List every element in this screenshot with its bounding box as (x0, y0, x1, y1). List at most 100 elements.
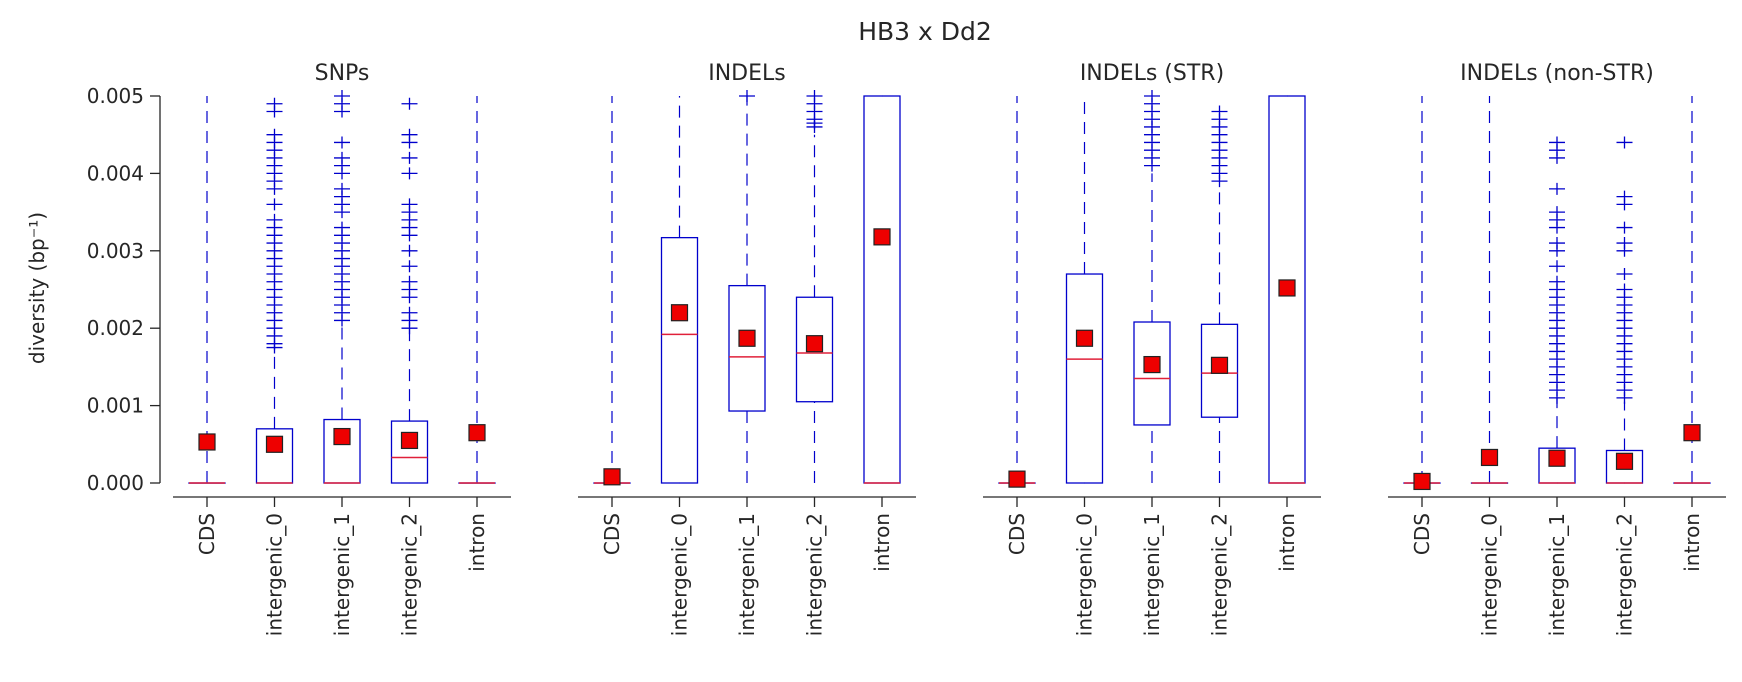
x-tick-label: intron (1680, 513, 1704, 572)
box-rect (795, 296, 834, 403)
mean-marker (400, 431, 419, 450)
mean-marker (1075, 329, 1094, 347)
mean-marker (1548, 449, 1566, 467)
outlier-marker (1616, 136, 1633, 149)
x-tick-label: intergenic_2 (803, 513, 827, 636)
outlier-marker (334, 151, 350, 164)
mean-marker (265, 435, 284, 453)
panel-1: SNPs CDS intergenic_0 intergenic_1 intergeni… (173, 61, 511, 636)
outlier-marker (1549, 182, 1565, 195)
box-intergenic_0: intergenic_0 (1065, 96, 1104, 636)
outlier-marker (334, 90, 350, 102)
box-rect (1133, 321, 1171, 426)
box-rect (660, 236, 699, 484)
mean-marker (333, 427, 351, 446)
panel-title: INDELs (708, 61, 786, 86)
mean-marker (1210, 356, 1229, 374)
x-tick-label: CDS (195, 513, 219, 555)
mean-marker (198, 433, 216, 451)
mean-marker (738, 329, 756, 347)
box-intergenic_2: intergenic_2 (390, 97, 429, 636)
outlier-marker (401, 306, 418, 319)
box-CDS: CDS (188, 96, 226, 555)
panel-title: INDELs (STR) (1080, 61, 1224, 86)
x-tick-label: intergenic_2 (1613, 513, 1637, 636)
x-tick-label: intergenic_1 (735, 513, 759, 636)
box-rect (728, 284, 766, 412)
outlier-marker (401, 151, 418, 164)
x-tick-label: intergenic_0 (1478, 513, 1502, 636)
outlier-marker (1616, 268, 1633, 281)
outlier-marker (334, 182, 350, 195)
box-rect (1065, 273, 1104, 484)
mean-marker (1683, 424, 1701, 442)
y-axis: 0.000 0.001 0.002 0.003 0.004 0.005 (87, 84, 161, 495)
mean-marker (1143, 355, 1161, 374)
outlier-marker (401, 128, 418, 141)
outlier-marker (1144, 90, 1160, 102)
outlier-marker (401, 97, 418, 110)
mean-marker (1480, 448, 1499, 467)
outlier-marker (266, 97, 283, 110)
mean-marker (603, 468, 621, 486)
outlier-marker (334, 221, 350, 234)
box-CDS: CDS (593, 96, 631, 555)
box-rect (1200, 323, 1239, 418)
panel-title: INDELs (non-STR) (1460, 61, 1654, 86)
box-rect (390, 420, 429, 484)
mean-marker (873, 228, 891, 246)
x-tick-label: intron (1275, 513, 1299, 572)
panels: SNPs CDS intergenic_0 intergenic_1 intergeni… (173, 61, 1726, 636)
outlier-marker (334, 136, 350, 149)
box-intergenic_0: intergenic_0 (660, 96, 699, 636)
y-tick-label: 0.000 (87, 471, 144, 495)
box-intron: intron (1268, 95, 1306, 572)
x-tick-label: intergenic_0 (1073, 513, 1097, 636)
mean-marker (1413, 472, 1431, 491)
chart-title: HB3 x Dd2 (858, 17, 992, 46)
x-tick-label: intron (465, 513, 489, 572)
outlier-marker (266, 198, 283, 211)
outlier-marker (806, 90, 823, 102)
x-tick-label: intergenic_0 (263, 513, 287, 636)
x-tick-label: intergenic_2 (1208, 513, 1232, 636)
mean-marker (1008, 470, 1026, 488)
box-intron: intron (458, 96, 496, 572)
x-tick-label: intergenic_1 (1140, 513, 1164, 636)
box-intergenic_2: intergenic_2 (1200, 105, 1239, 636)
outlier-marker (1616, 283, 1633, 296)
outlier-marker (1211, 105, 1228, 118)
outlier-marker (401, 244, 418, 257)
x-tick-label: intergenic_0 (668, 513, 692, 636)
outlier-marker (1616, 237, 1633, 250)
outlier-marker (739, 90, 755, 102)
x-tick-label: intergenic_1 (1545, 513, 1569, 636)
outlier-marker (401, 167, 418, 180)
y-tick-label: 0.005 (87, 84, 144, 108)
outlier-marker (401, 275, 418, 288)
outlier-marker (266, 128, 283, 141)
outlier-marker (401, 260, 418, 273)
outlier-marker (1616, 190, 1633, 203)
outlier-marker (1549, 260, 1565, 273)
box-intergenic_1: intergenic_1 (323, 90, 361, 636)
y-tick-label: 0.002 (87, 316, 144, 340)
box-rect (863, 95, 901, 484)
mean-marker (468, 424, 486, 442)
outlier-marker (266, 213, 283, 226)
outlier-marker (1549, 206, 1565, 219)
y-axis-label: diversity (bp⁻¹) (25, 212, 49, 364)
box-CDS: CDS (998, 96, 1036, 555)
x-tick-label: CDS (600, 513, 624, 555)
mean-marker (670, 304, 689, 322)
panel-title: SNPs (315, 61, 370, 86)
outlier-marker (1616, 221, 1633, 234)
box-intergenic_0: intergenic_0 (1470, 96, 1509, 636)
mean-marker (805, 335, 824, 353)
x-tick-label: intergenic_1 (330, 513, 354, 636)
box-intron: intron (863, 95, 901, 572)
outlier-marker (1549, 275, 1565, 288)
y-tick-label: 0.003 (87, 239, 144, 263)
x-tick-label: intron (870, 513, 894, 572)
